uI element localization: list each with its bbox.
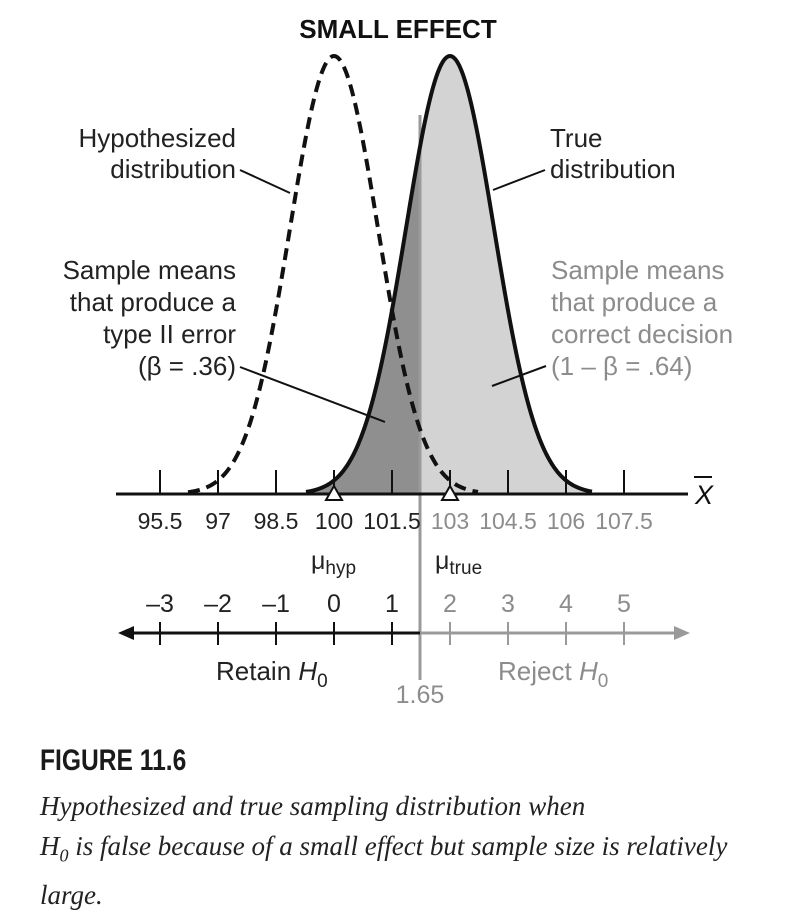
x-bar-symbol: X (694, 480, 714, 510)
mean-axis-tick-label: 104.5 (479, 508, 537, 534)
mu-true-marker (440, 483, 460, 501)
true-distribution-curve (305, 53, 593, 494)
figure-label: FIGURE 11.6 (40, 744, 187, 777)
true-label-line2: distribution (550, 154, 676, 184)
hypothesized-leader-line (239, 169, 291, 194)
power-label-line3: correct decision (551, 319, 733, 349)
critical-z-label: 1.65 (396, 681, 445, 709)
mean-axis-tick-label: 101.5 (363, 508, 421, 534)
z-axis-left-arrow (118, 626, 134, 640)
mean-axis-tick-label: 100 (315, 508, 353, 534)
beta-label-line2: that produce a (70, 287, 237, 317)
z-axis-tick-label: 0 (327, 590, 341, 618)
figure-caption: Hypothesized and true sampling distribut… (40, 791, 728, 911)
beta-label-line1: Sample means (63, 255, 236, 285)
mu-hyp-label: μhyp (311, 547, 356, 579)
mean-axis-tick-label: 95.5 (138, 508, 183, 534)
z-axis-tick-label: –2 (204, 590, 232, 618)
z-axis-right-arrow (674, 626, 690, 640)
mu-hyp-marker (324, 483, 344, 501)
power-label-line2: that produce a (551, 287, 718, 317)
mean-axis-tick-label: 98.5 (254, 508, 299, 534)
beta-label-line4: (β = .36) (138, 351, 236, 381)
hypothesized-label-line2: distribution (110, 154, 236, 184)
z-axis-tick-label: 2 (443, 590, 457, 618)
type-ii-error-region (306, 146, 420, 494)
correct-decision-region (420, 56, 592, 494)
diagram-title: SMALL EFFECT (299, 14, 497, 44)
beta-label-line3: type II error (103, 319, 236, 349)
mean-axis-tick-label: 106 (547, 508, 585, 534)
z-axis-tick-label: 4 (559, 590, 573, 618)
mean-axis-tick-label: 97 (205, 508, 231, 534)
power-leader-line (491, 365, 547, 387)
reject-h0-label: Reject H0 (498, 656, 608, 692)
figure-diagram: SMALL EFFECT Hypothesized distribution T… (63, 14, 734, 709)
hypothesized-label-line1: Hypothesized (78, 123, 236, 153)
z-axis-tick-label: 5 (617, 590, 631, 618)
true-label-line1: True (550, 123, 603, 153)
z-axis-tick-label: 3 (501, 590, 515, 618)
mean-axis-tick-label: 107.5 (595, 508, 653, 534)
retain-h0-label: Retain H0 (216, 656, 328, 692)
z-axis-tick-label: –1 (262, 590, 290, 618)
true-leader-line (492, 169, 546, 191)
mu-true-label: μtrue (435, 547, 482, 579)
power-label-line4: (1 – β = .64) (551, 351, 692, 381)
power-label-line1: Sample means (551, 255, 724, 285)
mean-axis-tick-label: 103 (431, 508, 469, 534)
z-axis-tick-label: 1 (385, 590, 399, 618)
hypothesized-distribution-curve (187, 53, 479, 495)
beta-leader-line (239, 366, 386, 423)
z-axis-tick-label: –3 (146, 590, 174, 618)
